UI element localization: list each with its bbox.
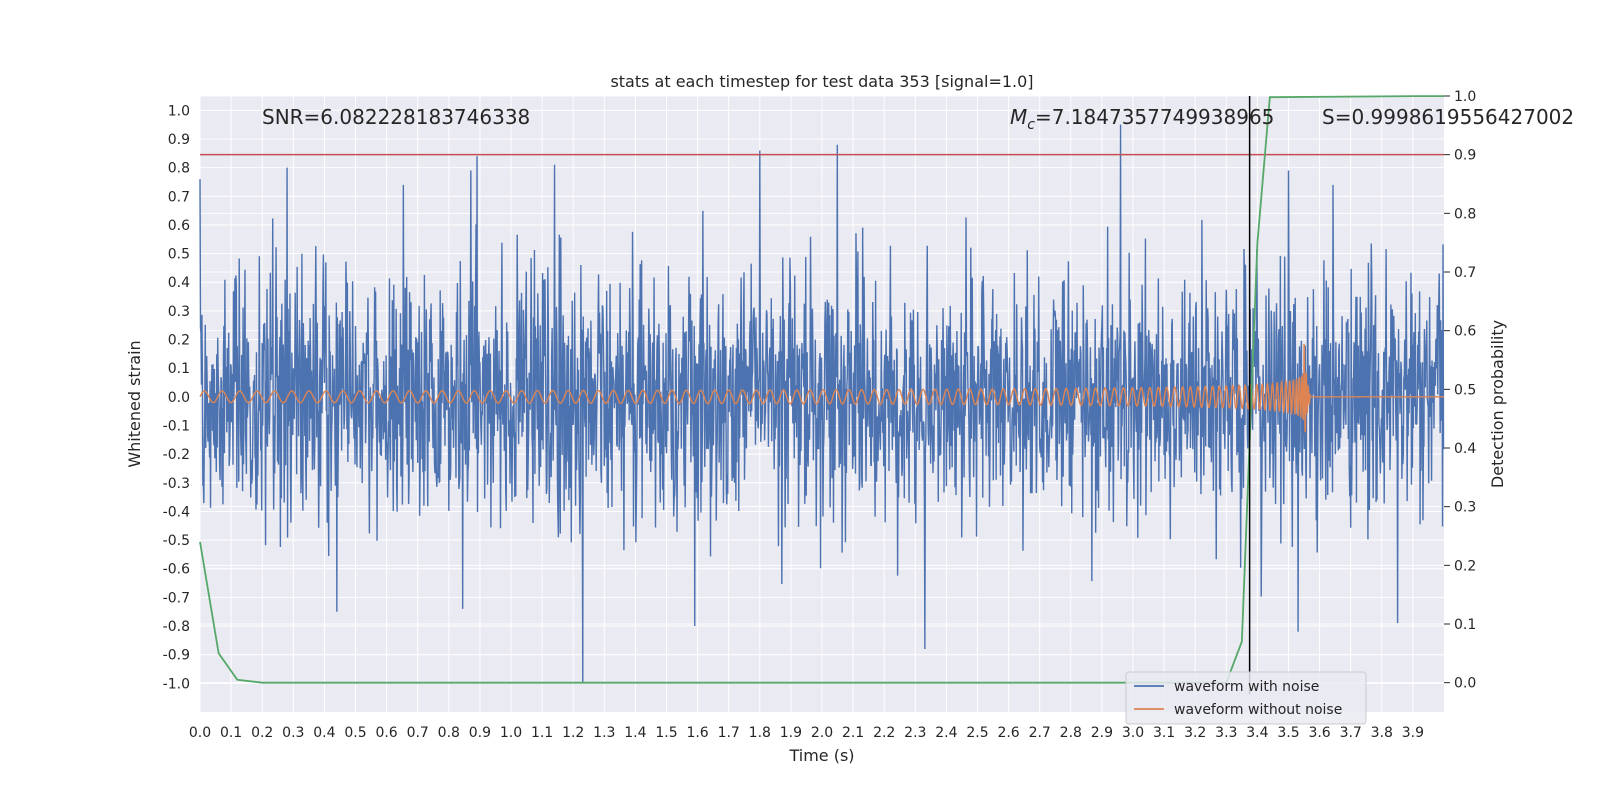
y-tick-label: 0.2: [168, 333, 190, 349]
y-tick-label: -0.2: [163, 447, 190, 463]
y2-tick-label: 0.8: [1454, 206, 1476, 222]
series-waveform-without-noise: [199, 343, 1444, 433]
y-tick-label: 0.3: [168, 304, 190, 320]
y2-tick-label: 0.2: [1454, 558, 1476, 574]
x-tick-label: 2.2: [873, 725, 895, 741]
chirp-mass-annotation: Mc=7.1847357749938965: [1010, 105, 1274, 133]
x-tick-label: 1.9: [780, 725, 802, 741]
series-layer: [199, 95, 1445, 695]
x-tick-label: 3.8: [1371, 725, 1393, 741]
y2-axis-label: Detection probability: [1488, 320, 1507, 488]
x-tick-label: 0.4: [313, 725, 335, 741]
x-tick-label: 3.7: [1340, 725, 1362, 741]
legend-box: [1125, 671, 1367, 725]
x-tick-label: 1.4: [624, 725, 646, 741]
x-tick-label: 3.1: [1153, 725, 1175, 741]
legend-label-clean: waveform without noise: [1174, 702, 1342, 718]
x-tick-label: 1.7: [718, 725, 740, 741]
x-tick-label: 2.6: [997, 725, 1019, 741]
x-tick-label: 0.2: [251, 725, 273, 741]
legend-label-noise: waveform with noise: [1174, 679, 1319, 695]
y-tick-label: 0.6: [168, 218, 190, 234]
x-tick-label: 1.6: [686, 725, 708, 741]
y2-tick-label: 0.1: [1454, 617, 1476, 633]
x-tick-label: 2.4: [935, 725, 957, 741]
y-tick-label: -0.3: [163, 476, 190, 492]
x-tick-label: 0.7: [407, 725, 429, 741]
y2-tick-label: 0.4: [1454, 441, 1476, 457]
chart-title: stats at each timestep for test data 353…: [610, 72, 1033, 91]
y2-tick-label: 1.0: [1454, 89, 1476, 105]
x-tick-label: 3.5: [1277, 725, 1299, 741]
x-tick-label: 1.5: [655, 725, 677, 741]
x-tick-label: 0.0: [189, 725, 211, 741]
x-tick-label: 0.6: [375, 725, 397, 741]
x-tick-label: 0.8: [438, 725, 460, 741]
y-tick-label: 0.1: [168, 361, 190, 377]
x-tick-label: 2.8: [1060, 725, 1082, 741]
y2-tick-label: 0.9: [1454, 148, 1476, 164]
x-tick-label: 3.0: [1122, 725, 1144, 741]
x-tick-label: 3.2: [1184, 725, 1206, 741]
y-tick-label: -0.1: [163, 418, 190, 434]
x-tick-label: 2.3: [904, 725, 926, 741]
x-tick-label: 1.1: [531, 725, 553, 741]
x-tick-label: 3.9: [1402, 725, 1424, 741]
snr-annotation: SNR=6.082228183746338: [262, 105, 530, 129]
y-tick-label: -0.7: [163, 590, 190, 606]
x-tick-label: 1.8: [749, 725, 771, 741]
ticks: 0.0 0.1 0.2 0.3 0.4 0.5 0.6 0.7 0.8 0.9 1.0 1.1 1.2 1…: [163, 89, 1477, 741]
y-tick-label: -0.4: [163, 504, 190, 520]
x-axis-label: Time (s): [788, 746, 854, 765]
x-tick-label: 0.5: [344, 725, 366, 741]
x-tick-label: 0.1: [220, 725, 242, 741]
y2-tick-label: 0.0: [1454, 676, 1476, 692]
y-tick-label: 0.4: [168, 275, 190, 291]
x-tick-label: 2.9: [1091, 725, 1113, 741]
y-tick-label: 0.9: [168, 132, 190, 148]
x-tick-label: 0.3: [282, 725, 304, 741]
x-tick-label: 2.0: [811, 725, 833, 741]
y-tick-label: -0.6: [163, 562, 190, 578]
legend: waveform with noise waveform without noi…: [1125, 671, 1367, 725]
y-tick-label: -1.0: [163, 676, 190, 692]
s-annotation: S=0.9998619556427002: [1322, 105, 1574, 129]
x-tick-label: 3.4: [1246, 725, 1268, 741]
y-tick-label: 0.7: [168, 189, 190, 205]
y-tick-label: -0.5: [163, 533, 190, 549]
x-tick-label: 1.2: [562, 725, 584, 741]
x-tick-label: 1.0: [500, 725, 522, 741]
y-tick-label: 0.8: [168, 161, 190, 177]
y-tick-label: -0.9: [163, 648, 190, 664]
x-tick-label: 0.9: [469, 725, 491, 741]
y-tick-label: 0.5: [168, 247, 190, 263]
y2-tick-label: 0.7: [1454, 265, 1476, 281]
x-tick-label: 1.3: [593, 725, 615, 741]
y-tick-label: 1.0: [168, 103, 190, 119]
y-axis-label: Whitened strain: [125, 340, 144, 467]
x-tick-label: 2.1: [842, 725, 864, 741]
y2-tick-label: 0.6: [1454, 324, 1476, 340]
y2-tick-label: 0.5: [1454, 382, 1476, 398]
series-detection-probability: [199, 95, 1444, 684]
y-tick-label: 0.0: [168, 390, 190, 406]
y2-tick-label: 0.3: [1454, 500, 1476, 516]
y-tick-label: -0.8: [163, 619, 190, 635]
x-tick-label: 2.7: [1029, 725, 1051, 741]
x-tick-label: 2.5: [966, 725, 988, 741]
x-tick-label: 3.6: [1308, 725, 1330, 741]
series-waveform-with-noise: [199, 124, 1445, 684]
x-tick-label: 3.3: [1215, 725, 1237, 741]
